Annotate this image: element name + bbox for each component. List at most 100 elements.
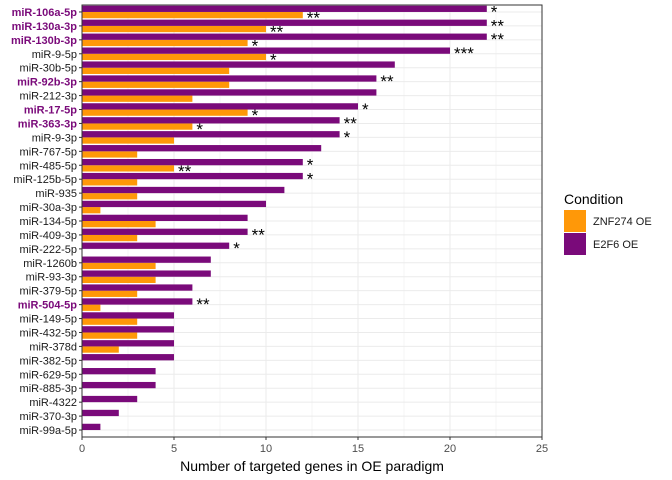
bar-e2f6-oe-mir-149-5p (82, 312, 174, 319)
bar-e2f6-oe-mir-432-5p (82, 326, 174, 333)
bar-e2f6-oe-mir-93-3p (82, 270, 211, 277)
y-tick-label-mir-30b-5p: miR-30b-5p (20, 63, 77, 75)
y-tick-label-mir-9-5p: miR-9-5p (32, 49, 77, 61)
significance-znf274-oe-mir-130b-3p: * (252, 36, 259, 55)
x-axis-title: Number of targeted genes in OE paradigm (180, 458, 444, 474)
bar-e2f6-oe-mir-378d (82, 340, 174, 347)
y-tick-label-mir-130b-3p: miR-130b-3p (11, 35, 77, 47)
bar-e2f6-oe-mir-4322 (82, 395, 138, 403)
x-tick-label: 0 (79, 443, 85, 455)
bar-e2f6-oe-mir-30b-5p (82, 61, 395, 68)
bar-znf274-oe-mir-30a-3p (82, 207, 101, 214)
x-tick-label: 25 (536, 443, 548, 455)
y-tick-label-mir-30a-3p: miR-30a-3p (20, 202, 77, 214)
significance-znf274-oe-mir-9-5p: * (270, 50, 277, 69)
bar-znf274-oe-mir-485-5p (82, 165, 174, 172)
significance-e2f6-oe-mir-17-5p: * (362, 100, 369, 119)
significance-e2f6-oe-mir-222-5p: * (233, 239, 240, 258)
bar-e2f6-oe-mir-485-5p (82, 158, 303, 166)
bar-e2f6-oe-mir-1260b (82, 256, 211, 263)
y-tick-label-mir-935: miR-935 (35, 188, 77, 200)
y-tick-label-mir-767-5p: miR-767-5p (20, 146, 77, 158)
bar-znf274-oe-mir-935 (82, 193, 138, 200)
bar-e2f6-oe-mir-382-5p (82, 354, 174, 361)
bar-znf274-oe-mir-130a-3p (82, 25, 266, 33)
significance-annotations: *** **** *** ******** *** **** ****** (178, 2, 504, 314)
bar-znf274-oe-mir-17-5p (82, 109, 248, 116)
bar-znf274-oe-mir-30b-5p (82, 67, 230, 74)
y-tick-label-mir-409-3p: miR-409-3p (20, 230, 77, 242)
bar-e2f6-oe-mir-9-3p (82, 131, 340, 138)
y-tick-label-mir-17-5p: miR-17-5p (24, 105, 77, 117)
bar-znf274-oe-mir-125b-5p (82, 179, 138, 186)
bar-e2f6-oe-mir-9-5p (82, 47, 450, 54)
y-tick-label-mir-149-5p: miR-149-5p (20, 314, 77, 326)
y-tick-label-mir-378d: miR-378d (29, 341, 77, 353)
x-tick-label: 5 (171, 443, 177, 455)
bar-znf274-oe-mir-432-5p (82, 332, 138, 339)
significance-znf274-oe-mir-130a-3p: ** (270, 23, 284, 42)
y-tick-label-mir-4322: miR-4322 (29, 397, 77, 409)
bar-znf274-oe-mir-149-5p (82, 318, 138, 325)
bar-e2f6-oe-mir-125b-5p (82, 172, 303, 180)
significance-e2f6-oe-mir-125b-5p: * (307, 170, 314, 189)
bar-e2f6-oe-mir-30a-3p (82, 200, 266, 208)
bar-e2f6-oe-mir-212-3p (82, 89, 377, 96)
bars (82, 5, 487, 431)
significance-znf274-oe-mir-485-5p: ** (178, 162, 192, 181)
y-tick-label-mir-504-5p: miR-504-5p (18, 300, 78, 312)
bar-e2f6-oe-mir-363-3p (82, 117, 340, 124)
x-tick-label: 10 (260, 443, 272, 455)
significance-e2f6-oe-mir-504-5p: ** (196, 295, 210, 314)
bar-znf274-oe-mir-134-5p (82, 221, 156, 228)
y-tick-label-mir-134-5p: miR-134-5p (20, 216, 77, 228)
significance-e2f6-oe-mir-9-3p: * (344, 128, 351, 147)
bar-znf274-oe-mir-378d (82, 346, 119, 353)
bar-e2f6-oe-mir-370-3p (82, 409, 119, 417)
y-tick-label-mir-93-3p: miR-93-3p (26, 272, 77, 284)
bar-znf274-oe-mir-9-5p (82, 53, 266, 61)
y-tick-label-mir-629-5p: miR-629-5p (20, 369, 77, 381)
bar-znf274-oe-mir-1260b (82, 262, 156, 270)
bar-znf274-oe-mir-106a-5p (82, 11, 303, 19)
y-tick-label-mir-382-5p: miR-382-5p (20, 355, 77, 367)
significance-e2f6-oe-mir-130b-3p: ** (491, 30, 505, 49)
bar-e2f6-oe-mir-885-3p (82, 381, 156, 389)
y-tick-label-mir-363-3p: miR-363-3p (18, 118, 78, 130)
bar-znf274-oe-mir-379-5p (82, 290, 138, 297)
y-tick-label-mir-432-5p: miR-432-5p (20, 327, 77, 339)
bar-e2f6-oe-mir-92b-3p (82, 75, 377, 82)
y-tick-label-mir-212-3p: miR-212-3p (20, 91, 77, 103)
bar-e2f6-oe-mir-767-5p (82, 145, 322, 152)
bar-e2f6-oe-mir-134-5p (82, 214, 248, 221)
bar-znf274-oe-mir-92b-3p (82, 81, 230, 88)
bar-znf274-oe-mir-9-3p (82, 137, 174, 144)
significance-e2f6-oe-mir-106a-5p: * (491, 2, 498, 21)
y-tick-label-mir-9-3p: miR-9-3p (32, 132, 77, 144)
bar-e2f6-oe-mir-504-5p (82, 298, 193, 305)
significance-znf274-oe-mir-363-3p: * (196, 120, 203, 139)
legend-label-e2f6: E2F6 OE (593, 239, 638, 251)
bar-e2f6-oe-mir-130b-3p (82, 33, 487, 40)
y-tick-label-mir-125b-5p: miR-125b-5p (13, 174, 77, 186)
legend-title: Condition (564, 191, 623, 207)
bar-znf274-oe-mir-767-5p (82, 151, 138, 158)
bar-e2f6-oe-mir-106a-5p (82, 5, 487, 12)
bar-znf274-oe-mir-504-5p (82, 304, 101, 311)
significance-e2f6-oe-mir-130a-3p: ** (491, 16, 505, 35)
y-tick-label-mir-885-3p: miR-885-3p (20, 383, 77, 395)
x-tick-label: 15 (352, 443, 364, 455)
bar-e2f6-oe-mir-629-5p (82, 368, 156, 375)
bar-znf274-oe-mir-130b-3p (82, 39, 248, 47)
bar-znf274-oe-mir-363-3p (82, 123, 193, 130)
y-tick-label-mir-92b-3p: miR-92b-3p (17, 77, 77, 89)
bar-e2f6-oe-mir-379-5p (82, 284, 193, 291)
x-tick-label: 20 (444, 443, 456, 455)
bar-e2f6-oe-mir-409-3p (82, 228, 248, 235)
legend-label-znf274: ZNF274 OE (593, 216, 652, 228)
bar-znf274-oe-mir-409-3p (82, 234, 138, 242)
y-tick-label-mir-370-3p: miR-370-3p (20, 411, 77, 423)
y-tick-label-mir-99a-5p: miR-99a-5p (20, 425, 77, 437)
y-tick-label-mir-106a-5p: miR-106a-5p (12, 7, 78, 19)
